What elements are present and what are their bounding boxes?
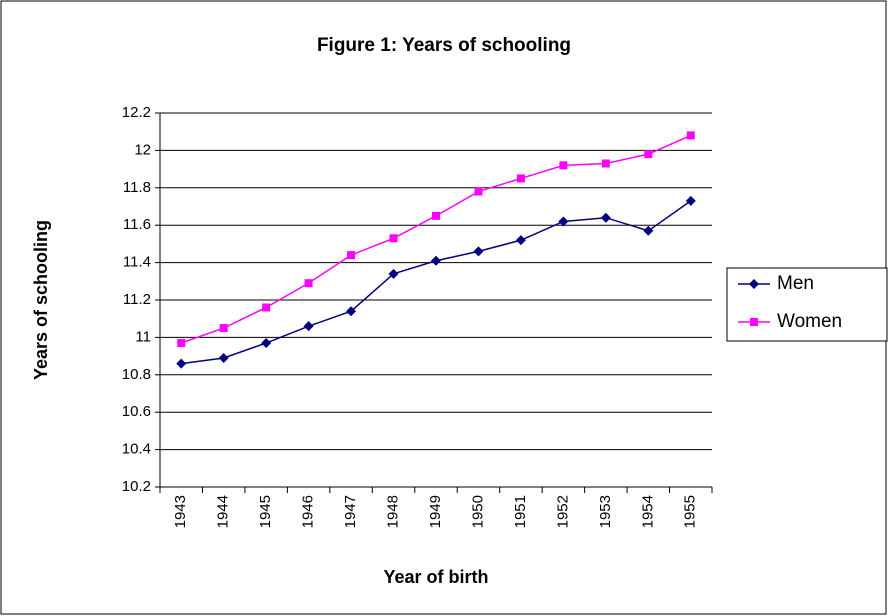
marker [600, 212, 611, 223]
marker [261, 338, 272, 349]
marker [558, 216, 569, 227]
x-tick-label: 1943 [172, 495, 189, 528]
legend-marker [750, 318, 758, 326]
x-tick-label: 1951 [512, 495, 529, 528]
marker [473, 246, 484, 257]
y-tick-label: 11.4 [123, 254, 151, 271]
x-tick-label: 1955 [682, 495, 699, 528]
y-tick-label: 12 [134, 141, 151, 158]
x-tick-label: 1945 [257, 495, 274, 528]
marker [218, 352, 229, 363]
marker [643, 225, 654, 236]
marker [474, 187, 483, 196]
x-axis-title: Year of birth [383, 567, 488, 587]
x-tick-label: 1946 [300, 495, 317, 528]
x-tick-label: 1952 [554, 495, 571, 528]
marker [686, 131, 695, 140]
marker [176, 358, 187, 369]
marker [685, 195, 696, 206]
marker [559, 161, 568, 170]
y-tick-label: 10.4 [122, 441, 151, 458]
marker [431, 255, 441, 266]
marker [262, 303, 271, 312]
x-tick-label: 1947 [342, 495, 359, 528]
legend-label: Men [777, 273, 814, 294]
x-tick-label: 1949 [427, 495, 444, 528]
marker [601, 159, 610, 168]
y-tick-label: 11.6 [123, 216, 151, 233]
marker [515, 235, 526, 246]
marker [177, 339, 186, 348]
marker [516, 174, 525, 183]
marker [644, 150, 653, 159]
y-tick-label: 10.6 [122, 403, 151, 420]
y-tick-label: 11.2 [123, 291, 151, 308]
x-tick-label: 1953 [597, 495, 614, 528]
y-tick-label: 10.8 [122, 366, 151, 383]
x-tick-label: 1954 [639, 495, 656, 528]
x-tick-label: 1948 [385, 495, 402, 528]
marker [303, 321, 314, 332]
y-tick-label: 11.8 [123, 179, 151, 196]
y-axis-title: Years of schooling [31, 220, 51, 380]
y-tick-label: 10.2 [122, 478, 151, 495]
x-tick-label: 1944 [215, 495, 232, 528]
marker [219, 324, 228, 333]
chart-title: Figure 1: Years of schooling [317, 35, 571, 56]
marker [389, 234, 398, 243]
marker [346, 306, 357, 317]
legend-marker [749, 279, 759, 289]
y-tick-label: 12.2 [122, 104, 151, 121]
y-tick-label: 11 [135, 328, 151, 345]
legend-label: Women [777, 311, 842, 332]
marker [388, 268, 399, 279]
marker [347, 251, 356, 260]
x-tick-label: 1950 [469, 495, 486, 528]
marker [432, 211, 440, 220]
marker [304, 279, 313, 288]
